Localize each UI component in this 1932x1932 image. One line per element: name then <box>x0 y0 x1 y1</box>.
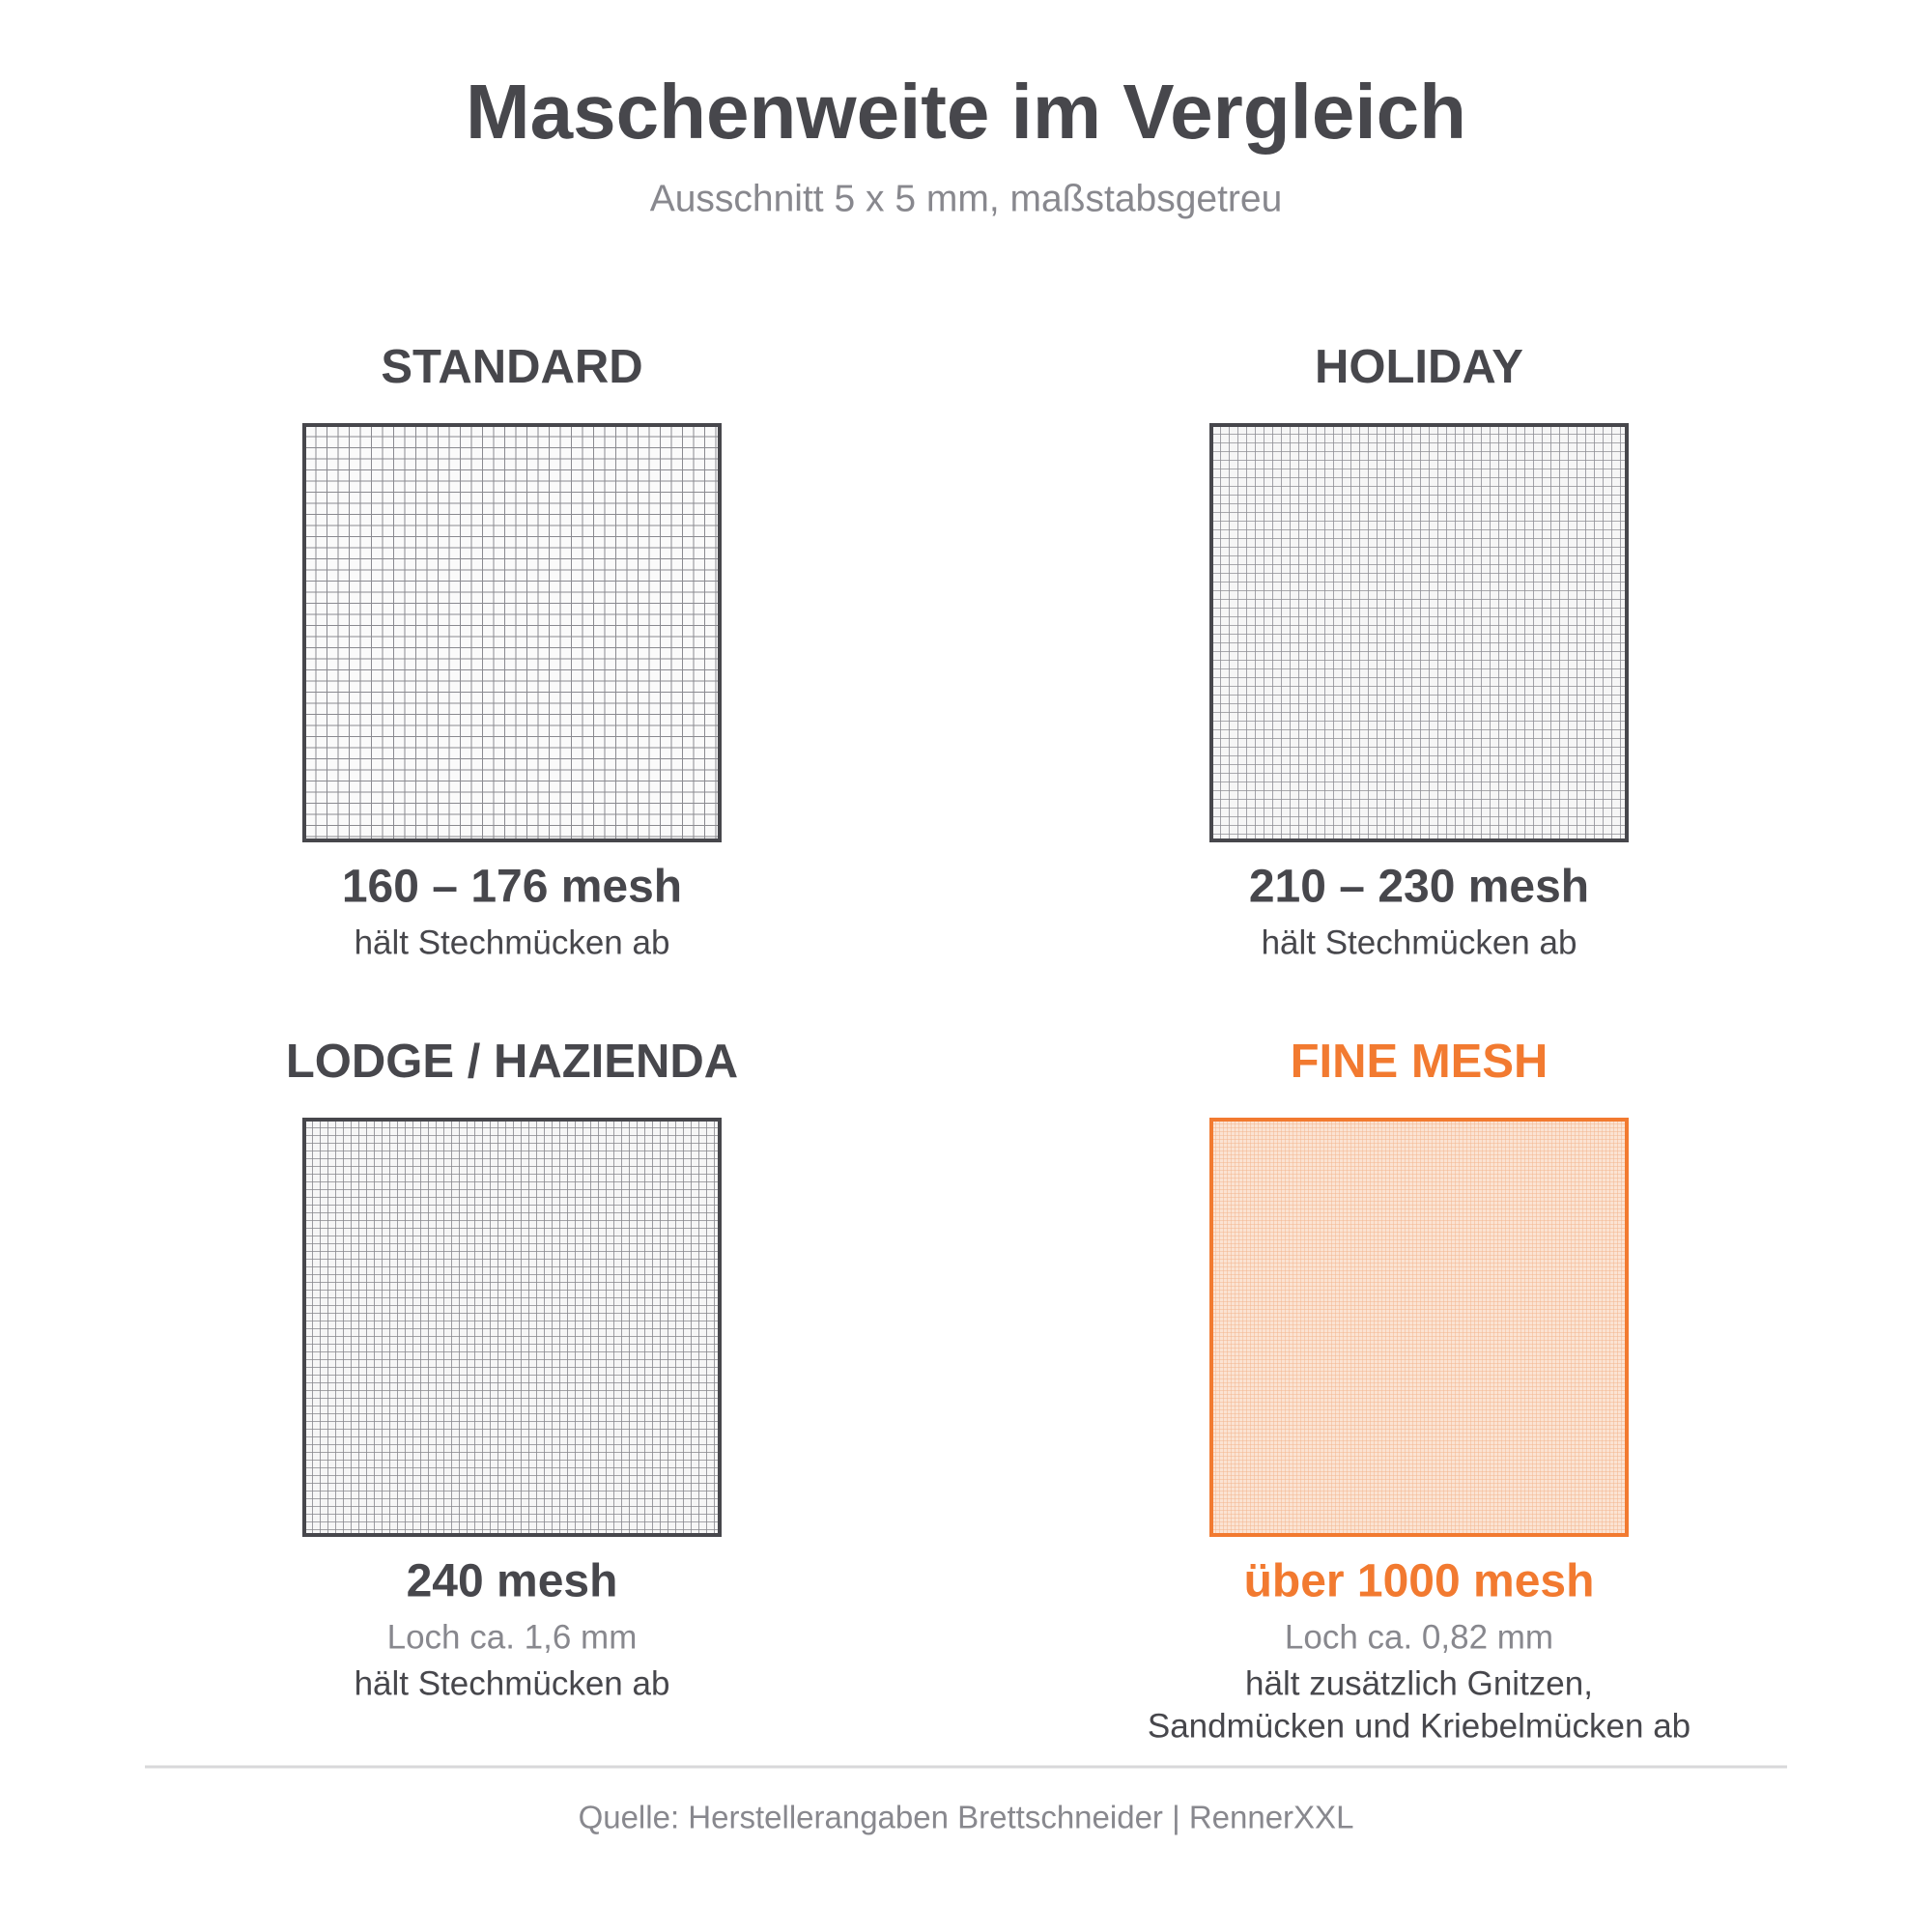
panel-title: FINE MESH <box>1291 1036 1548 1088</box>
mesh-sample <box>302 1118 722 1537</box>
hole-size: Loch ca. 1,6 mm <box>387 1618 638 1656</box>
mesh-count: 210 – 230 mesh <box>1249 862 1589 913</box>
note: Sandmücken und Kriebelmücken ab <box>1148 1707 1690 1745</box>
panel-title: HOLIDAY <box>1315 341 1523 393</box>
note: hält Stechmücken ab <box>355 923 670 961</box>
note: hält Stechmücken ab <box>355 1664 670 1702</box>
mesh-sample <box>302 423 722 842</box>
title: Maschenweite im Vergleich <box>466 69 1466 155</box>
mesh-sample <box>1209 423 1629 842</box>
mesh-sample <box>1209 1118 1629 1537</box>
note: hält zusätzlich Gnitzen, <box>1245 1664 1593 1702</box>
hole-size: Loch ca. 0,82 mm <box>1285 1618 1553 1656</box>
mesh-count: über 1000 mesh <box>1244 1556 1595 1607</box>
note: hält Stechmücken ab <box>1262 923 1577 961</box>
panel-title: LODGE / HAZIENDA <box>286 1036 738 1088</box>
panel-title: STANDARD <box>381 341 642 393</box>
mesh-count: 160 – 176 mesh <box>342 862 682 913</box>
mesh-count: 240 mesh <box>407 1556 618 1607</box>
subtitle: Ausschnitt 5 x 5 mm, maßstabsgetreu <box>650 178 1283 219</box>
source: Quelle: Herstellerangaben Brettschneider… <box>579 1800 1354 1835</box>
